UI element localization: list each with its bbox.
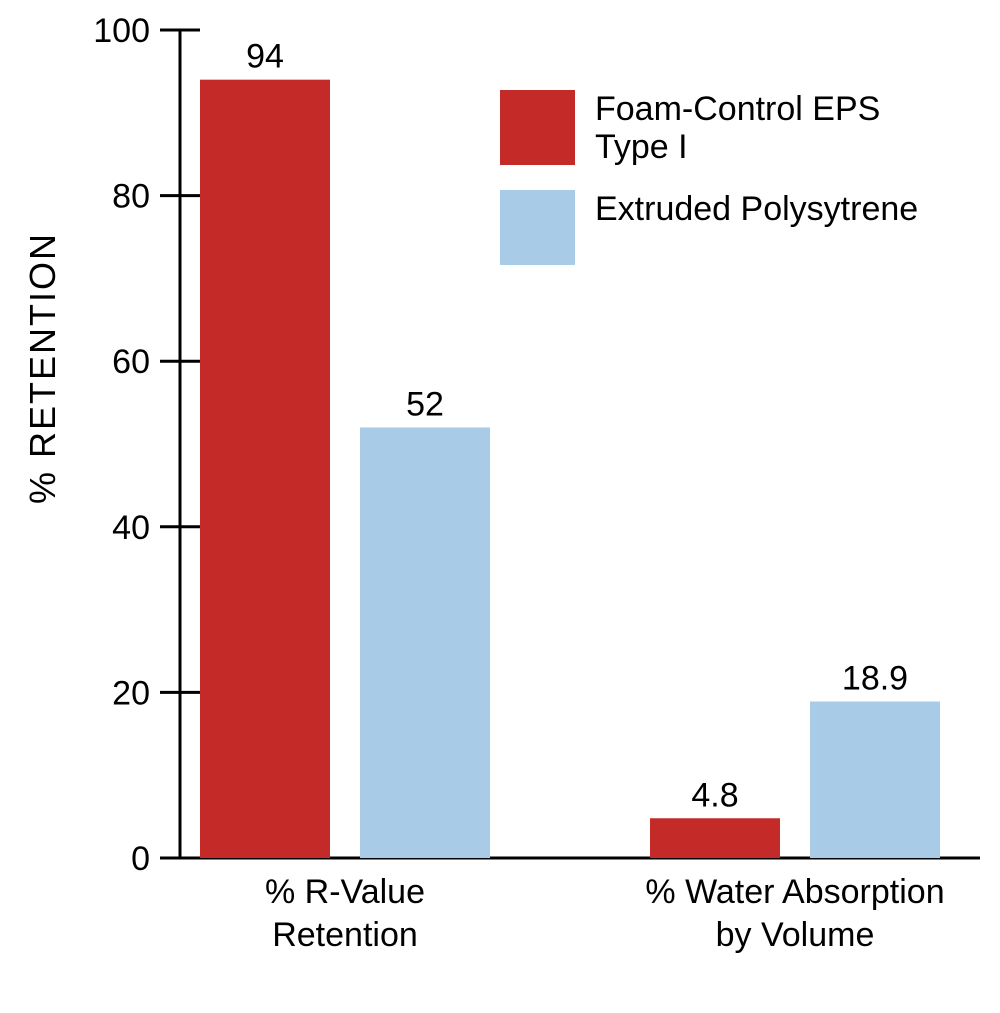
bar-value-label: 94 (246, 38, 284, 76)
category-label: % Water Absorption (645, 873, 944, 911)
bar-value-label: 4.8 (691, 776, 738, 814)
legend-label: Foam-Control EPS (595, 90, 880, 128)
category-label: Retention (272, 916, 418, 954)
legend-label: Type I (595, 128, 688, 166)
y-axis-title: % RETENTION (22, 232, 63, 504)
bar (200, 80, 330, 858)
legend-label: Extruded Polysytrene (595, 190, 918, 228)
bar (650, 818, 780, 858)
y-tick-label: 0 (131, 840, 150, 878)
y-tick-label: 100 (93, 12, 150, 50)
chart-svg: 0 20 40 60 80 100 % RETENTION 94 52 % R-Value Rete… (0, 0, 1000, 1013)
bar-value-label: 18.9 (842, 660, 908, 698)
bar (810, 702, 940, 858)
legend-swatch (500, 190, 575, 265)
retention-bar-chart: 0 20 40 60 80 100 % RETENTION 94 52 % R-Value Rete… (0, 0, 1000, 1013)
category-label: by Volume (716, 916, 875, 954)
bar-value-label: 52 (406, 385, 444, 423)
y-tick-label: 20 (112, 674, 150, 712)
bar (360, 427, 490, 858)
y-tick-label: 60 (112, 343, 150, 381)
y-tick-label: 80 (112, 178, 150, 216)
y-tick-label: 40 (112, 509, 150, 547)
legend-swatch (500, 90, 575, 165)
category-label: % R-Value (265, 873, 425, 911)
